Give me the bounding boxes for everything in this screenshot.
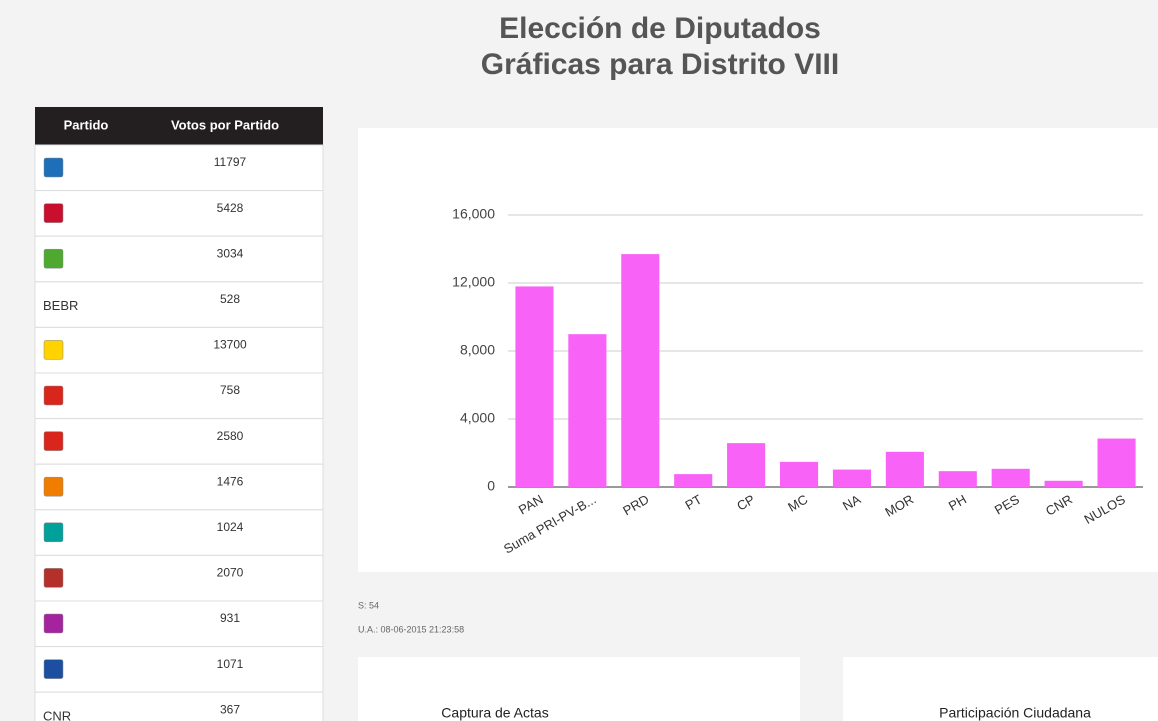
- party-logo: [43, 659, 64, 679]
- votes: 5428: [217, 201, 244, 215]
- column-header: Votos por Partido: [171, 117, 279, 132]
- panel-title: Participación Ciudadana: [939, 705, 1091, 721]
- table-row: [34, 326, 324, 374]
- party-logo: [43, 613, 64, 634]
- table-row: [34, 463, 324, 511]
- bar: [568, 334, 607, 487]
- votes: 2070: [217, 566, 244, 580]
- title-line: Elección de Diputados: [499, 12, 821, 45]
- table-row: [34, 235, 324, 283]
- x-tick-label: PT: [683, 492, 705, 513]
- party-logo: [43, 568, 64, 588]
- bar: [779, 461, 819, 487]
- votes: 931: [220, 611, 240, 625]
- votes: 13700: [213, 338, 247, 352]
- votes: 528: [220, 292, 240, 306]
- party-name: CNR: [43, 708, 71, 721]
- column-header: Partido: [64, 117, 109, 132]
- bar: [674, 474, 713, 487]
- table-row: [34, 144, 324, 192]
- y-tick-label: 12,000: [452, 274, 495, 290]
- bar: [885, 451, 924, 487]
- votes: 1071: [217, 657, 244, 671]
- table-row: [34, 418, 324, 465]
- party-logo: [43, 248, 64, 269]
- table-row: [34, 190, 324, 237]
- y-tick-label: 0: [487, 478, 495, 494]
- bar: [515, 286, 554, 487]
- table-row: [34, 554, 324, 602]
- table-row: [34, 600, 324, 648]
- y-tick-label: 16,000: [452, 206, 495, 222]
- y-tick-label: 4,000: [460, 410, 495, 426]
- panel-title: Captura de Actas: [441, 705, 548, 721]
- votes: 2580: [217, 429, 244, 443]
- panel: [843, 657, 1158, 721]
- table-header: [35, 107, 323, 145]
- party-logo: [43, 431, 64, 451]
- bar: [621, 254, 660, 487]
- table-row: [34, 281, 324, 328]
- votes: 1024: [217, 520, 244, 534]
- party-logo: [43, 522, 64, 543]
- party-logo: [43, 476, 64, 497]
- bar: [832, 469, 872, 487]
- table-row: [34, 646, 324, 693]
- bar: [1044, 480, 1083, 487]
- votes: 11797: [214, 155, 247, 169]
- bar: [727, 443, 766, 487]
- party-name: BEBR: [43, 298, 78, 313]
- votes: 758: [220, 383, 240, 397]
- seats-info: S: 54: [358, 600, 379, 610]
- y-tick-label: 8,000: [460, 342, 495, 358]
- update-info: U.A.: 08-06-2015 21:23:58: [358, 624, 464, 634]
- table-row: [34, 372, 324, 420]
- table-row: [34, 691, 324, 721]
- bar: [938, 471, 977, 487]
- bar: [1097, 438, 1136, 487]
- table-row: [34, 509, 324, 556]
- title-line: Gráficas para Distrito VIII: [481, 48, 839, 81]
- party-logo: [43, 203, 64, 223]
- party-logo: [43, 385, 64, 406]
- party-logo: [43, 340, 64, 360]
- chart-panel: [358, 128, 1158, 572]
- bar: [991, 468, 1030, 487]
- votes: 3034: [217, 246, 244, 260]
- votes: 1476: [217, 474, 244, 488]
- panel: [358, 657, 800, 721]
- votes: 367: [220, 702, 240, 716]
- party-logo: [43, 157, 64, 178]
